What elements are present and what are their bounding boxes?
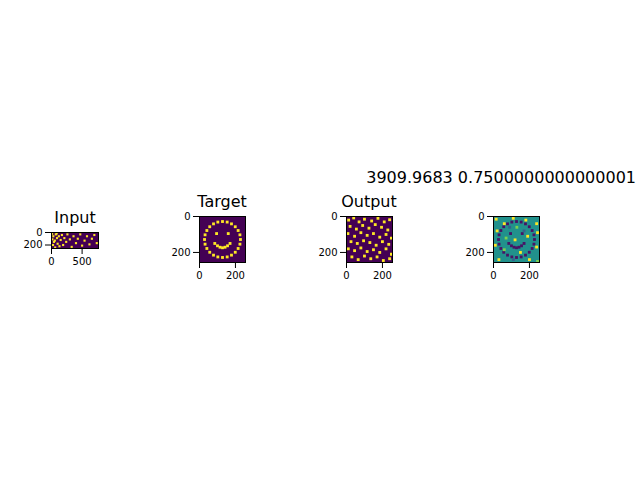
svg-text:200: 200 — [23, 239, 42, 250]
svg-text:200: 200 — [171, 247, 190, 258]
svg-text:0: 0 — [478, 211, 484, 222]
svg-text:0: 0 — [48, 256, 54, 267]
svg-text:200: 200 — [465, 247, 484, 258]
html-text:Target: Target — [197, 192, 247, 211]
html-text:Output: Output — [341, 192, 397, 211]
html-text:Input: Input — [54, 208, 96, 227]
svg-text:0: 0 — [184, 211, 190, 222]
svg-text:200: 200 — [318, 247, 337, 258]
svg-text:200: 200 — [520, 270, 539, 281]
svg-text:200: 200 — [226, 270, 245, 281]
svg-text:0: 0 — [36, 227, 42, 238]
svg-text:0: 0 — [196, 270, 202, 281]
svg-text:0: 0 — [490, 270, 496, 281]
svg-text:200: 200 — [373, 270, 392, 281]
svg-text:0: 0 — [343, 270, 349, 281]
svg-text:500: 500 — [73, 256, 92, 267]
html-text:3909.9683 0.7500000000000001: 3909.9683 0.7500000000000001 — [366, 168, 636, 187]
svg-text:0: 0 — [331, 211, 337, 222]
